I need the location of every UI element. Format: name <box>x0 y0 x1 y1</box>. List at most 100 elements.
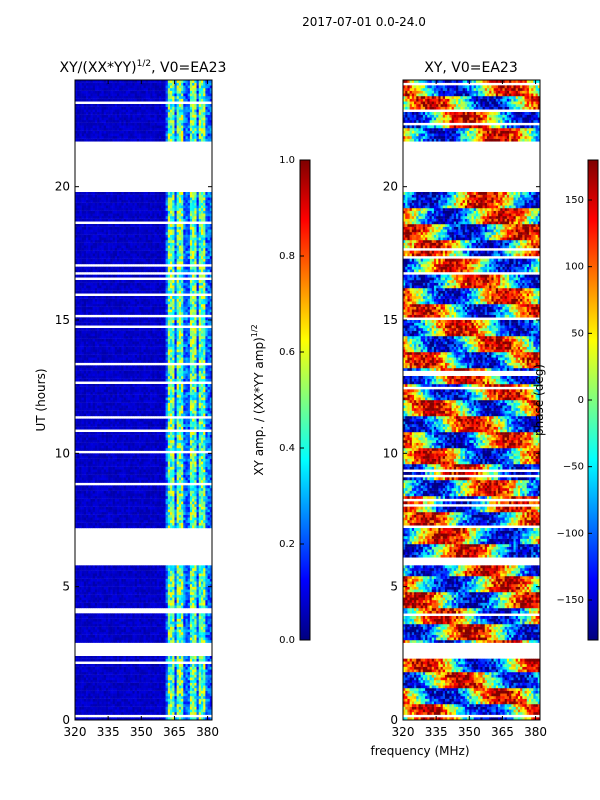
heatmap-cell <box>161 440 164 443</box>
heatmap-cell <box>172 624 175 627</box>
heatmap-cell <box>178 693 182 697</box>
heatmap-cell <box>90 525 93 529</box>
heatmap-cell <box>79 474 82 478</box>
heatmap-cell <box>99 520 102 523</box>
heatmap-cell <box>207 688 211 691</box>
heatmap-cell <box>165 517 169 521</box>
heatmap-cell <box>101 442 105 446</box>
heatmap-cell <box>75 573 78 577</box>
heatmap-cell <box>108 485 111 489</box>
heatmap-cell <box>92 584 96 587</box>
heatmap-cell <box>132 621 135 625</box>
heatmap-cell <box>154 485 158 489</box>
heatmap-cell <box>86 680 89 683</box>
heatmap-cell <box>147 658 151 662</box>
heatmap-cell <box>81 672 85 675</box>
heatmap-cell <box>105 698 109 702</box>
heatmap-cell <box>139 517 142 521</box>
heatmap-cell <box>154 706 158 710</box>
heatmap-cell <box>88 485 91 489</box>
heatmap-cell <box>196 573 200 577</box>
heatmap-cell <box>114 594 118 598</box>
heatmap-cell <box>110 600 113 603</box>
heatmap-cell <box>152 504 155 507</box>
heatmap-cell <box>187 453 191 457</box>
heatmap-cell <box>123 658 127 662</box>
heatmap-cell <box>203 456 206 459</box>
heatmap-cell <box>154 512 158 515</box>
heatmap-cell <box>83 461 87 465</box>
heatmap-cell <box>119 597 122 601</box>
heatmap-cell <box>143 525 147 529</box>
heatmap-cell <box>176 488 180 491</box>
heatmap-cell <box>134 709 138 713</box>
heatmap-cell <box>192 685 195 689</box>
heatmap-cell <box>77 490 80 494</box>
heatmap-cell <box>116 445 120 449</box>
heatmap-cell <box>183 709 186 713</box>
heatmap-cell <box>132 706 135 710</box>
heatmap-cell <box>194 578 197 582</box>
heatmap-cell <box>108 706 111 710</box>
heatmap-cell <box>150 514 153 518</box>
heatmap-cell <box>101 565 105 569</box>
heatmap-cell <box>194 624 197 627</box>
heatmap-cell <box>152 664 155 667</box>
heatmap-cell <box>152 442 155 446</box>
heatmap-cell <box>178 605 182 609</box>
heatmap-cell <box>152 488 155 491</box>
heatmap-cell <box>170 605 173 609</box>
heatmap-cell <box>99 581 102 585</box>
heatmap-cell <box>196 613 200 617</box>
heatmap-cell <box>158 664 162 667</box>
heatmap-cell <box>143 637 147 641</box>
heatmap-cell <box>176 456 180 459</box>
heatmap-cell <box>189 578 193 582</box>
heatmap-cell <box>209 525 212 529</box>
heatmap-cell <box>198 480 202 483</box>
heatmap-cell <box>209 624 212 627</box>
heatmap-cell <box>130 618 133 622</box>
heatmap-cell <box>207 586 211 590</box>
heatmap-cell <box>158 666 162 670</box>
heatmap-cell <box>161 568 164 571</box>
heatmap-cell <box>132 586 135 590</box>
heatmap-cell <box>176 706 180 710</box>
heatmap-cell <box>178 509 182 513</box>
heatmap-cell <box>185 488 188 491</box>
heatmap-cell <box>125 701 129 705</box>
heatmap-cell <box>94 618 98 622</box>
heatmap-cell <box>156 568 160 571</box>
heatmap-cell <box>119 576 122 579</box>
heatmap-cell <box>125 672 129 675</box>
heatmap-cell <box>121 501 124 505</box>
heatmap-cell <box>141 717 144 720</box>
heatmap-cell <box>105 437 109 441</box>
heatmap-cell <box>187 613 191 617</box>
heatmap-cell <box>77 589 80 593</box>
heatmap-cell <box>154 568 158 571</box>
heatmap-cell <box>183 504 186 507</box>
heatmap-cell <box>79 693 82 697</box>
heatmap-cell <box>134 706 138 710</box>
heatmap-cell <box>205 626 208 630</box>
heatmap-cell <box>101 464 105 467</box>
heatmap-cell <box>183 472 186 475</box>
heatmap-cell <box>88 677 91 681</box>
heatmap-cell <box>194 618 197 622</box>
heatmap-cell <box>86 656 89 659</box>
heatmap-cell <box>203 690 206 694</box>
heatmap-cell <box>207 618 211 622</box>
heatmap-cell <box>123 578 127 582</box>
heatmap-cell <box>152 464 155 467</box>
heatmap-cell <box>116 570 120 574</box>
heatmap-cell <box>156 586 160 590</box>
heatmap-cell <box>119 464 122 467</box>
heatmap-cell <box>123 506 127 510</box>
heatmap-cell <box>209 490 212 494</box>
heatmap-cell <box>103 698 107 702</box>
heatmap-cell <box>209 576 212 579</box>
heatmap-cell <box>99 677 102 681</box>
heatmap-cell <box>165 717 169 720</box>
heatmap-cell <box>145 522 149 526</box>
